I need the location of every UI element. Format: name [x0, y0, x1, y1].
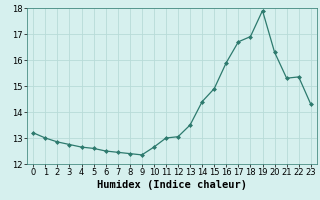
X-axis label: Humidex (Indice chaleur): Humidex (Indice chaleur) [97, 180, 247, 190]
